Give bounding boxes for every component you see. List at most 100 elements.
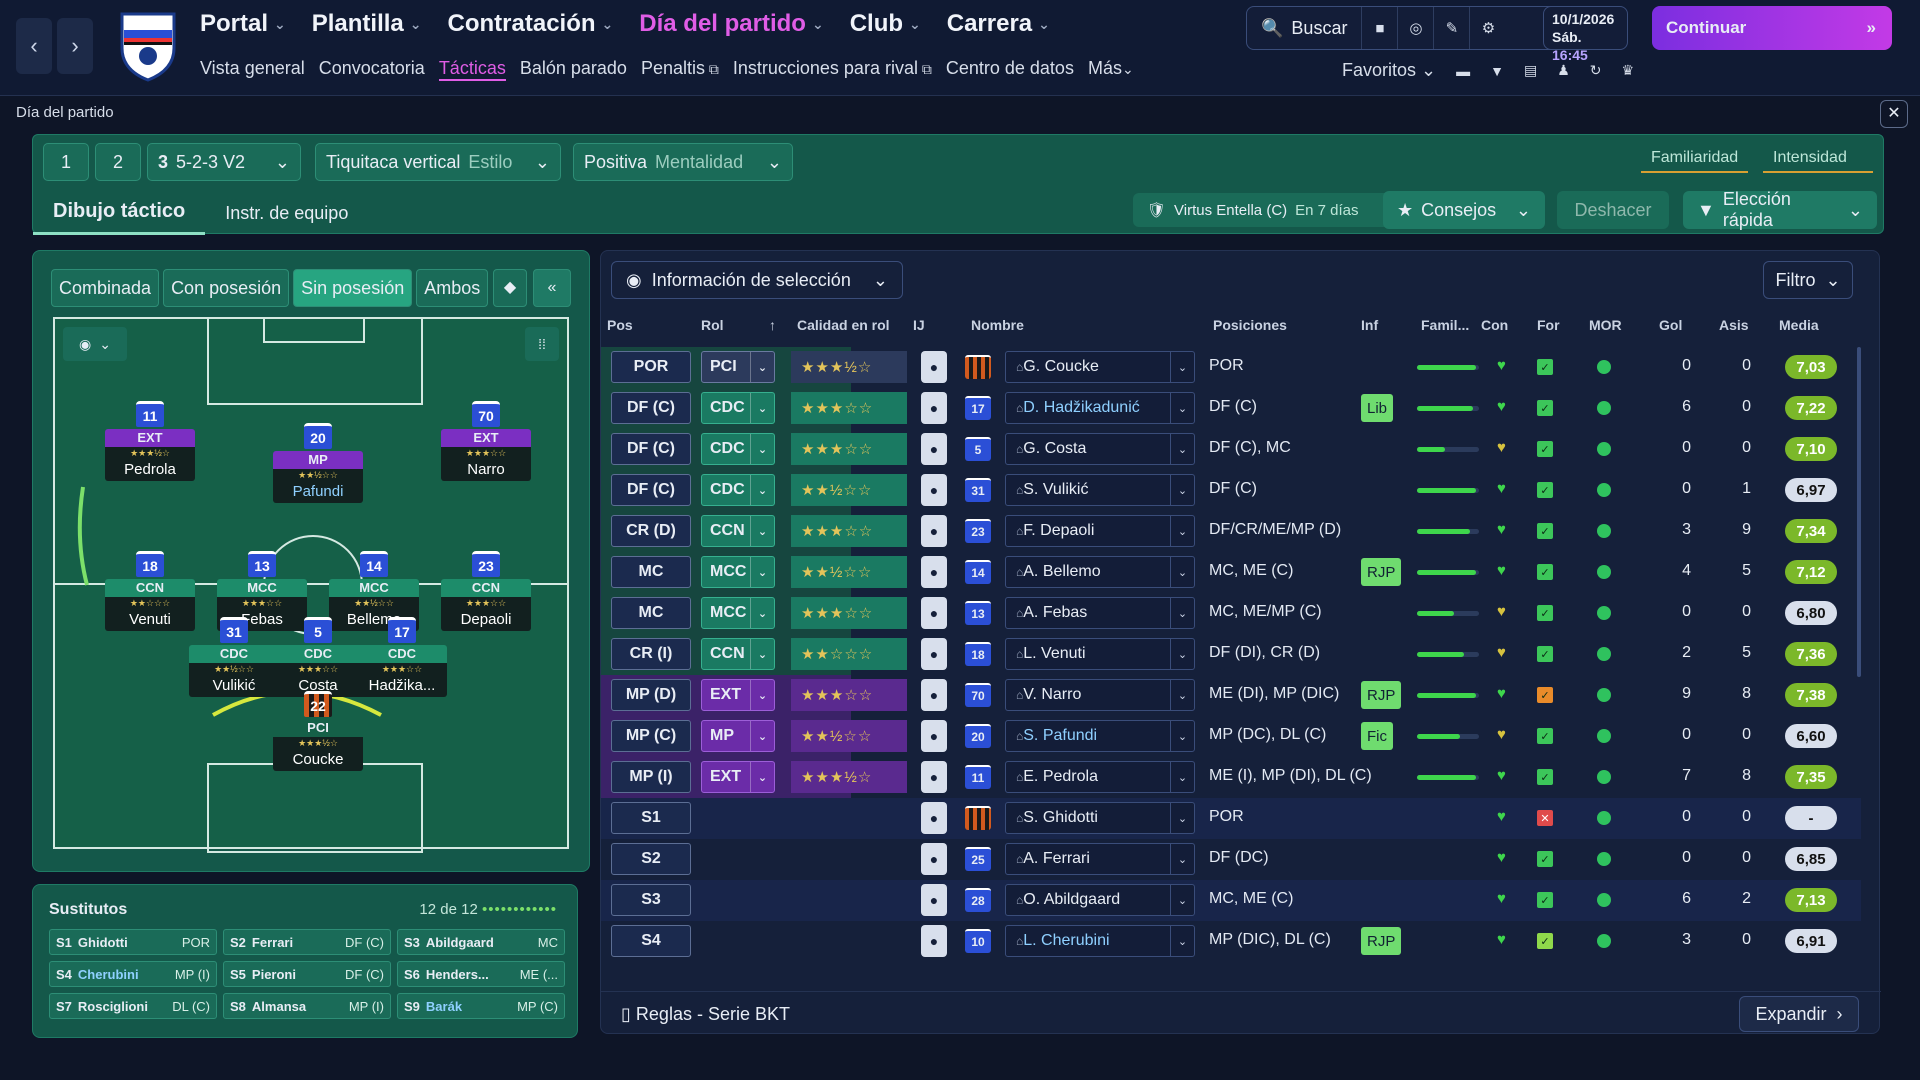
nav-2[interactable]: Contratación ⌄: [448, 10, 614, 38]
staff-icon[interactable]: ♟: [1557, 62, 1570, 78]
role-dropdown[interactable]: MP ⌄: [701, 720, 775, 752]
table-row[interactable]: S3 ● 28 ⌂ O. Abildgaard ⌄ MC, ME (C) ♥ ✓ 6 2 7,13: [601, 880, 1861, 921]
sub-item[interactable]: S5 Pieroni DF (C): [223, 961, 391, 987]
person-icon[interactable]: ●: [921, 843, 947, 875]
close-icon[interactable]: ✕: [1880, 100, 1908, 128]
refresh-icon[interactable]: ↻: [1589, 62, 1602, 78]
person-icon[interactable]: ●: [921, 925, 947, 957]
undo-button[interactable]: Deshacer: [1557, 191, 1669, 229]
pitch-player[interactable]: 70 EXT ★★★☆☆ Narro: [441, 401, 531, 481]
sort-arrow-icon[interactable]: ↑: [769, 317, 776, 333]
col-asis[interactable]: Asis: [1719, 317, 1749, 333]
player-name-dropdown[interactable]: ⌂ G. Costa ⌄: [1005, 433, 1195, 465]
subnav-0[interactable]: Vista general: [200, 58, 305, 81]
person-icon[interactable]: ●: [921, 433, 947, 465]
player-name-dropdown[interactable]: ⌂ F. Depaoli ⌄: [1005, 515, 1195, 547]
pitch-player[interactable]: 22 PCI ★★★½☆ Coucke: [273, 691, 363, 771]
sub-item[interactable]: S2 Ferrari DF (C): [223, 929, 391, 955]
pitch-player[interactable]: 13 MCC ★★★☆☆ Febas: [217, 551, 307, 631]
bookmark-icon[interactable]: ■: [1362, 7, 1399, 49]
pos-button[interactable]: CR (D): [611, 515, 691, 547]
subnav-5[interactable]: Instrucciones para rival ⧉: [733, 58, 932, 81]
pos-button[interactable]: MP (D): [611, 679, 691, 711]
player-name-dropdown[interactable]: ⌂ G. Coucke ⌄: [1005, 351, 1195, 383]
view-toggle[interactable]: ◉ ⌄: [63, 327, 127, 361]
col-nombre[interactable]: Nombre: [971, 317, 1024, 333]
sub-item[interactable]: S8 Almansa MP (I): [223, 993, 391, 1019]
pitch-player[interactable]: 23 CCN ★★★☆☆ Depaoli: [441, 551, 531, 631]
person-icon[interactable]: ●: [921, 638, 947, 670]
favorites-dropdown[interactable]: Favoritos ⌄: [1342, 60, 1437, 80]
selection-info-dropdown[interactable]: ◉ Información de selección ⌄: [611, 261, 903, 299]
pitch-player[interactable]: 18 CCN ★★☆☆☆ Venuti: [105, 551, 195, 631]
pos-button[interactable]: S2: [611, 843, 691, 875]
club-crest-icon[interactable]: [118, 8, 178, 82]
nav-4[interactable]: Club ⌄: [850, 10, 921, 38]
pos-button[interactable]: MP (I): [611, 761, 691, 793]
person-icon[interactable]: ●: [921, 679, 947, 711]
pitch-player[interactable]: 5 CDC ★★★☆☆ Costa: [273, 617, 363, 697]
player-name-dropdown[interactable]: ⌂ D. Hadžikadunić ⌄: [1005, 392, 1195, 424]
table-row[interactable]: MC MCC ⌄ ★★★☆☆ ● 13 ⌂ A. Febas ⌄ MC, ME/MP (C) ♥ ✓…: [601, 593, 1861, 634]
grid-icon[interactable]: ⁞⁞: [525, 327, 559, 361]
player-name-dropdown[interactable]: ⌂ A. Febas ⌄: [1005, 597, 1195, 629]
col-posiciones[interactable]: Posiciones: [1213, 317, 1287, 333]
tips-dropdown[interactable]: ★ Consejos ⌄: [1383, 191, 1545, 229]
role-dropdown[interactable]: EXT ⌄: [701, 761, 775, 793]
subnav-3[interactable]: Balón parado: [520, 58, 627, 81]
quick-pick-dropdown[interactable]: ▼ Elección rápida ⌄: [1683, 189, 1877, 230]
intensity-tab[interactable]: Intensidad: [1763, 145, 1873, 173]
table-row[interactable]: CR (I) CCN ⌄ ★★☆☆☆ ● 18 ⌂ L. Venuti ⌄ DF (DI), C…: [601, 634, 1861, 675]
pos-button[interactable]: POR: [611, 351, 691, 383]
role-dropdown[interactable]: CDC ⌄: [701, 392, 775, 424]
subnav-7[interactable]: Más⌄: [1088, 58, 1134, 81]
person-icon[interactable]: ●: [921, 761, 947, 793]
table-row[interactable]: MP (D) EXT ⌄ ★★★☆☆ ● 70 ⌂ V. Narro ⌄ ME (DI), MP…: [601, 675, 1861, 716]
pitch[interactable]: ◉ ⌄ ⁞⁞ 11 EXT ★★★½☆ Pedrola 20 MP ★★½☆☆ Pafundi 7…: [53, 317, 569, 853]
pitch-player[interactable]: 31 CDC ★★½☆☆ Vulikić: [189, 617, 279, 697]
tactic-slot-1[interactable]: 1: [43, 143, 89, 181]
next-match-info[interactable]: 🛡 Virtus Entella (C) En 7 días: [1133, 193, 1397, 227]
player-name-dropdown[interactable]: ⌂ O. Abildgaard ⌄: [1005, 884, 1195, 916]
pitch-player[interactable]: 11 EXT ★★★½☆ Pedrola: [105, 401, 195, 481]
pos-button[interactable]: MC: [611, 597, 691, 629]
filter-dropdown[interactable]: Filtro ⌄: [1763, 261, 1853, 299]
col-mor[interactable]: MOR: [1589, 317, 1622, 333]
sub-item[interactable]: S6 Henders... ME (...: [397, 961, 565, 987]
pos-button[interactable]: DF (C): [611, 433, 691, 465]
player-name-dropdown[interactable]: ⌂ A. Ferrari ⌄: [1005, 843, 1195, 875]
person-icon[interactable]: ●: [921, 556, 947, 588]
pos-button[interactable]: S3: [611, 884, 691, 916]
pitch-tab-1[interactable]: Con posesión: [163, 269, 290, 307]
player-name-dropdown[interactable]: ⌂ S. Ghidotti ⌄: [1005, 802, 1195, 834]
role-dropdown[interactable]: PCI ⌄: [701, 351, 775, 383]
tactic-slot-2[interactable]: 2: [95, 143, 141, 181]
table-row[interactable]: DF (C) CDC ⌄ ★★★☆☆ ● 5 ⌂ G. Costa ⌄ DF (C), MC ♥ ✓…: [601, 429, 1861, 470]
col-pos[interactable]: Pos: [607, 317, 633, 333]
table-row[interactable]: DF (C) CDC ⌄ ★★★☆☆ ● 17 ⌂ D. Hadžikadunić ⌄ DF (…: [601, 388, 1861, 429]
pos-button[interactable]: DF (C): [611, 474, 691, 506]
person-icon[interactable]: ●: [921, 802, 947, 834]
pitch-tab-3[interactable]: Ambos: [416, 269, 489, 307]
sub-item[interactable]: S7 Rosciglioni DL (C): [49, 993, 217, 1019]
subnav-2[interactable]: Tácticas: [438, 58, 506, 81]
person-icon[interactable]: ●: [921, 884, 947, 916]
rules-link[interactable]: ▯ Reglas - Serie BKT: [621, 1004, 790, 1024]
person-icon[interactable]: ●: [921, 597, 947, 629]
table-row[interactable]: MP (C) MP ⌄ ★★½☆☆ ● 20 ⌂ S. Pafundi ⌄ MP (DC), D…: [601, 716, 1861, 757]
globe-icon[interactable]: ◎: [1398, 7, 1435, 49]
nav-5[interactable]: Carrera ⌄: [947, 10, 1050, 38]
pos-button[interactable]: S4: [611, 925, 691, 957]
table-row[interactable]: MC MCC ⌄ ★★½☆☆ ● 14 ⌂ A. Bellemo ⌄ MC, ME (C) RJP…: [601, 552, 1861, 593]
person-icon[interactable]: ●: [921, 392, 947, 424]
col-famil[interactable]: Famil...: [1421, 317, 1470, 333]
table-row[interactable]: CR (D) CCN ⌄ ★★★☆☆ ● 23 ⌂ F. Depaoli ⌄ DF/CR/ME/…: [601, 511, 1861, 552]
col-con[interactable]: Con: [1481, 317, 1509, 333]
forward-button[interactable]: ›: [57, 18, 93, 74]
familiarity-tab[interactable]: Familiaridad: [1641, 145, 1749, 173]
chat-icon[interactable]: ▬: [1456, 62, 1471, 79]
table-row[interactable]: MP (I) EXT ⌄ ★★★½☆ ● 11 ⌂ E. Pedrola ⌄ ME (I), M…: [601, 757, 1861, 798]
gear-icon[interactable]: ⚙: [1481, 20, 1496, 37]
subnav-6[interactable]: Centro de datos: [946, 58, 1074, 81]
table-row[interactable]: S1 ● ⌂ S. Ghidotti ⌄ POR ♥ ✕ 0 0 -: [601, 798, 1861, 839]
